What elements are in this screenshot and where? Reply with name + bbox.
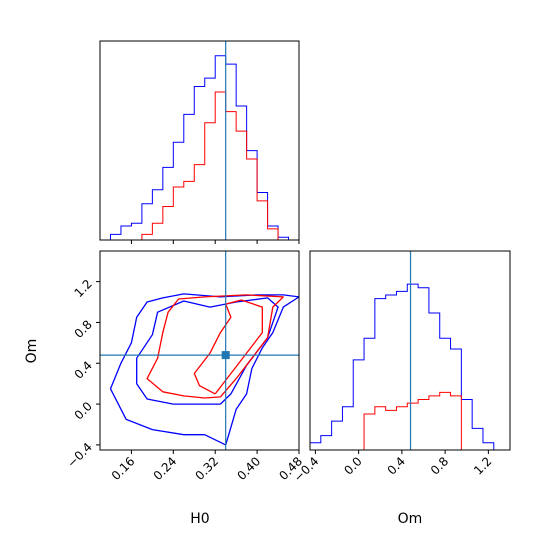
contour-y-tick-label: −0.4 [64,440,95,471]
h0-histogram-ticks [130,240,300,244]
om-x-tick-label: 0.0 [341,454,364,477]
contour-x-tick-label: 0.40 [234,454,263,483]
om-x-axis-label: Om [398,511,423,527]
contour-x-ticks: 0.16 0.24 0.32 0.40 0.48 [109,450,305,483]
om-histogram-plot-area [310,251,505,450]
om-histogram-series-0 [310,283,505,450]
contour-y-tick-label: 0.8 [72,317,95,340]
contour-line-0-0 [109,293,299,446]
om-x-tick-label: 1.2 [471,454,494,477]
contour-y-tick-label: 0.0 [72,399,95,422]
h0-histogram-plot-area [100,55,299,241]
contour-line-1-1 [193,299,263,395]
om-histogram-x-ticks: −0.4 0.0 0.4 0.8 1.2 [291,450,494,485]
h0-histogram-frame [99,40,300,241]
contour-y-tick-label: 1.2 [72,277,95,300]
contour-x-axis-label: H0 [190,511,209,527]
h0-histogram-series-0 [100,55,299,241]
contour-y-ticks: −0.4 0.0 0.4 0.8 1.2 [64,277,100,471]
h0-histogram-series-1 [100,91,299,241]
contour-x-tick-label: 0.32 [193,454,222,483]
contour-truth-marker [221,351,230,360]
contour-plot-area [100,251,299,450]
contour-x-tick-label: 0.16 [109,454,138,483]
contour-y-axis-label: Om [24,339,40,364]
om-histogram-series-1 [310,391,505,450]
contour-frame [99,250,300,451]
om-histogram-frame [309,250,511,451]
h0-histogram-panel [99,40,300,244]
contour-y-tick-label: 0.4 [72,358,95,381]
contour-panel: 0.16 0.24 0.32 0.40 0.48 −0.40.00.40.81.2 H0… [24,250,305,527]
contour-line-1-0 [146,294,284,399]
om-x-tick-label: 0.4 [385,454,408,477]
contour-x-tick-label: 0.24 [151,454,180,483]
om-histogram-panel: −0.4 0.0 0.4 0.8 1.2 Om [291,250,511,527]
om-x-tick-label: 0.8 [428,454,451,477]
